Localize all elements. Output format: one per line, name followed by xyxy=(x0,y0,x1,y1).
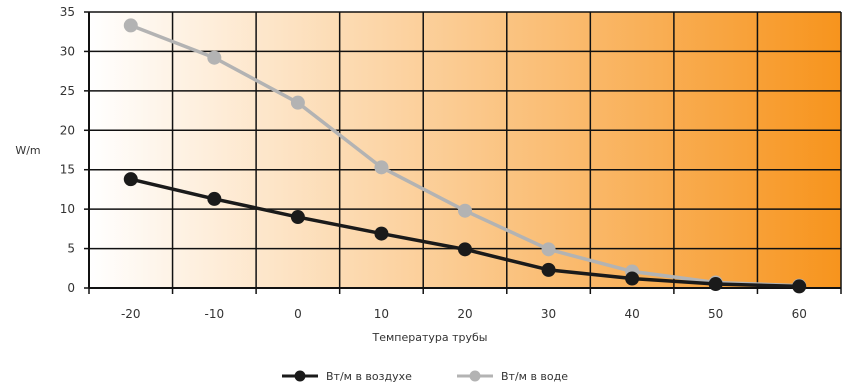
y-tick-label: 15 xyxy=(60,163,75,177)
x-tick-label: 20 xyxy=(457,307,472,321)
data-point-water xyxy=(458,203,472,218)
y-tick-label: 10 xyxy=(60,202,75,216)
data-point-air xyxy=(625,271,640,286)
data-point-air xyxy=(207,191,222,206)
y-tick-label: 20 xyxy=(60,123,75,137)
y-tick-label: 30 xyxy=(60,44,75,58)
data-point-air xyxy=(123,172,138,187)
legend-marker-water xyxy=(469,370,481,382)
data-point-water xyxy=(123,18,138,33)
data-point-air xyxy=(541,262,556,277)
y-tick-label: 5 xyxy=(67,242,75,256)
x-tick-label: 50 xyxy=(708,307,723,321)
x-tick-label: -10 xyxy=(205,307,225,321)
x-axis-title: Температура трубы xyxy=(372,331,488,344)
series-layer xyxy=(123,18,807,294)
y-tick-label: 0 xyxy=(67,281,75,295)
x-tick-label: 40 xyxy=(624,307,639,321)
data-point-air xyxy=(458,242,472,257)
legend-marker-air xyxy=(294,370,306,382)
data-point-air xyxy=(290,210,305,225)
x-tick-label: -20 xyxy=(121,307,141,321)
legend-item-air: Вт/м в воздухе xyxy=(282,370,412,383)
x-tick-label: 0 xyxy=(294,307,302,321)
legend-label-air: Вт/м в воздухе xyxy=(326,370,412,383)
data-point-water xyxy=(207,50,222,65)
data-point-air xyxy=(708,277,723,292)
y-tick-label: 25 xyxy=(60,84,75,98)
data-point-water xyxy=(374,160,389,175)
y-tick-label: 35 xyxy=(60,5,75,19)
data-point-air xyxy=(792,279,807,294)
data-point-water xyxy=(290,95,305,110)
x-tick-label: 60 xyxy=(792,307,807,321)
data-point-air xyxy=(374,226,389,241)
legend-label-water: Вт/м в воде xyxy=(501,370,568,383)
x-tick-label: 30 xyxy=(541,307,556,321)
legend-item-water: Вт/м в воде xyxy=(457,370,568,383)
x-tick-label: 10 xyxy=(374,307,389,321)
tick-labels: 0 5 10 15 20 25 30 35 -20 -10 0 10 20 30 40 50 60 xyxy=(60,5,807,321)
legend: Вт/м в воздухе Вт/м в воде xyxy=(282,370,568,383)
y-axis-title: W/m xyxy=(15,144,40,157)
data-point-water xyxy=(541,242,556,257)
